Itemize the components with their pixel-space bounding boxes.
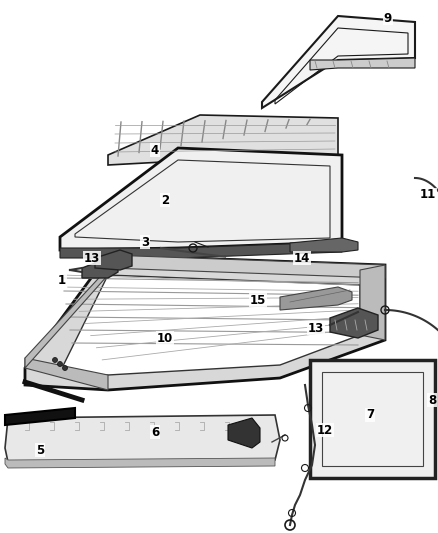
Polygon shape (60, 275, 360, 375)
Text: 9: 9 (384, 12, 392, 25)
Polygon shape (25, 358, 108, 390)
Polygon shape (5, 458, 275, 468)
Polygon shape (95, 250, 132, 270)
Polygon shape (25, 268, 108, 368)
Polygon shape (60, 242, 342, 258)
Polygon shape (60, 148, 342, 250)
Polygon shape (330, 308, 378, 338)
Circle shape (57, 361, 63, 367)
Text: 14: 14 (294, 252, 310, 264)
Polygon shape (310, 360, 435, 478)
Text: 11: 11 (420, 189, 436, 201)
Polygon shape (5, 415, 280, 462)
Circle shape (53, 358, 57, 362)
Text: 7: 7 (366, 408, 374, 422)
Text: 4: 4 (151, 143, 159, 157)
Circle shape (63, 366, 67, 370)
Polygon shape (108, 115, 338, 165)
Polygon shape (82, 258, 118, 278)
Polygon shape (360, 265, 385, 340)
Text: 3: 3 (141, 236, 149, 248)
Text: 1: 1 (58, 273, 66, 287)
Text: 2: 2 (161, 193, 169, 206)
Polygon shape (25, 255, 385, 390)
Text: 15: 15 (250, 294, 266, 306)
Text: 10: 10 (157, 332, 173, 344)
Polygon shape (280, 287, 352, 310)
Text: 5: 5 (36, 443, 44, 456)
Polygon shape (5, 408, 75, 425)
Polygon shape (108, 255, 385, 278)
Polygon shape (262, 16, 415, 108)
Text: 8: 8 (428, 393, 436, 407)
Polygon shape (228, 418, 260, 448)
Text: 13: 13 (84, 252, 100, 264)
Polygon shape (310, 58, 415, 70)
Text: 6: 6 (151, 425, 159, 439)
Text: 13: 13 (308, 321, 324, 335)
Polygon shape (290, 238, 358, 252)
Text: 12: 12 (317, 424, 333, 437)
